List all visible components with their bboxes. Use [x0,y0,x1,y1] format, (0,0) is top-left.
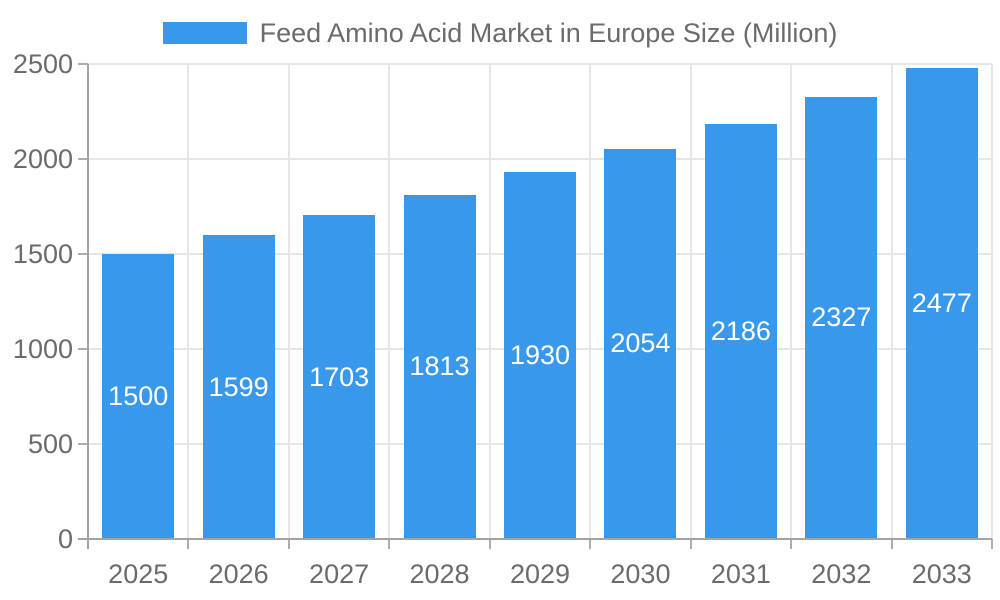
x-axis-label-2032: 2032 [811,559,872,589]
y-axis-label-1000: 1000 [12,334,73,364]
bar-2025[interactable]: 1500 [102,254,175,539]
x-tick-3 [388,539,391,549]
grid-line-x-6 [689,64,692,539]
grid-line-x-5 [589,64,592,539]
bar-value-label-2031: 2186 [710,315,771,346]
x-tick-5 [589,539,592,549]
legend-label: Feed Amino Acid Market in Europe Size (M… [259,18,838,48]
y-axis-line [87,64,89,549]
bar-value-label-2029: 1930 [509,340,571,371]
y-tick-2500 [78,63,88,65]
y-axis-label-500: 500 [27,429,73,459]
grid-line-y-2000 [88,158,992,160]
y-tick-1000 [78,348,88,350]
grid-line-x-9 [991,64,993,539]
x-axis-label-2026: 2026 [208,559,269,589]
bar-2026[interactable]: 1599 [202,235,275,539]
x-axis-label-2027: 2027 [309,559,370,589]
bar-2027[interactable]: 1703 [303,215,376,539]
x-tick-1 [187,539,190,549]
grid-line-x-2 [287,64,290,539]
grid-line-x-1 [187,64,190,539]
x-tick-2 [287,539,290,549]
x-axis-label-2033: 2033 [911,559,972,589]
x-tick-4 [488,539,491,549]
x-tick-7 [790,539,793,549]
bar-value-label-2025: 1500 [108,381,169,411]
bar-value-label-2026: 1599 [208,371,269,402]
bar-2033[interactable]: 2477 [905,68,978,539]
grid-line-x-8 [890,64,893,539]
y-tick-1500 [78,253,88,255]
x-tick-8 [890,539,893,549]
bar-2030[interactable]: 2054 [604,148,677,539]
bar-value-label-2027: 1703 [309,361,370,392]
bar-value-label-2033: 2477 [911,288,972,319]
grid-line-x-4 [488,64,491,539]
x-axis-label-2031: 2031 [710,559,771,589]
bar-2031[interactable]: 2186 [704,123,777,539]
grid-line-x-7 [790,64,793,539]
y-tick-500 [78,443,88,445]
grid-line-y-2500 [88,63,992,65]
legend[interactable]: Feed Amino Acid Market in Europe Size (M… [0,19,1000,47]
bar-2032[interactable]: 2327 [805,96,878,539]
bar-2029[interactable]: 1930 [504,172,576,539]
legend-color-box [162,22,247,44]
y-axis-label-2500: 2500 [12,49,73,79]
y-axis-label-2000: 2000 [12,144,73,174]
bar-2028[interactable]: 1813 [403,194,476,539]
x-axis-label-2028: 2028 [409,559,470,589]
x-tick-6 [689,539,692,549]
x-axis-label-2030: 2030 [610,559,671,589]
x-axis-line [78,538,992,540]
x-axis-label-2029: 2029 [509,559,571,589]
x-tick-9 [991,539,993,549]
y-axis-label-1500: 1500 [12,239,73,269]
grid-line-x-3 [388,64,391,539]
x-axis-label-2025: 2025 [108,559,169,589]
bar-value-label-2030: 2054 [610,328,671,359]
bar-value-label-2028: 1813 [409,351,470,382]
bar-value-label-2032: 2327 [811,302,872,333]
y-tick-2000 [78,158,88,160]
y-axis-label-0: 0 [57,524,73,554]
